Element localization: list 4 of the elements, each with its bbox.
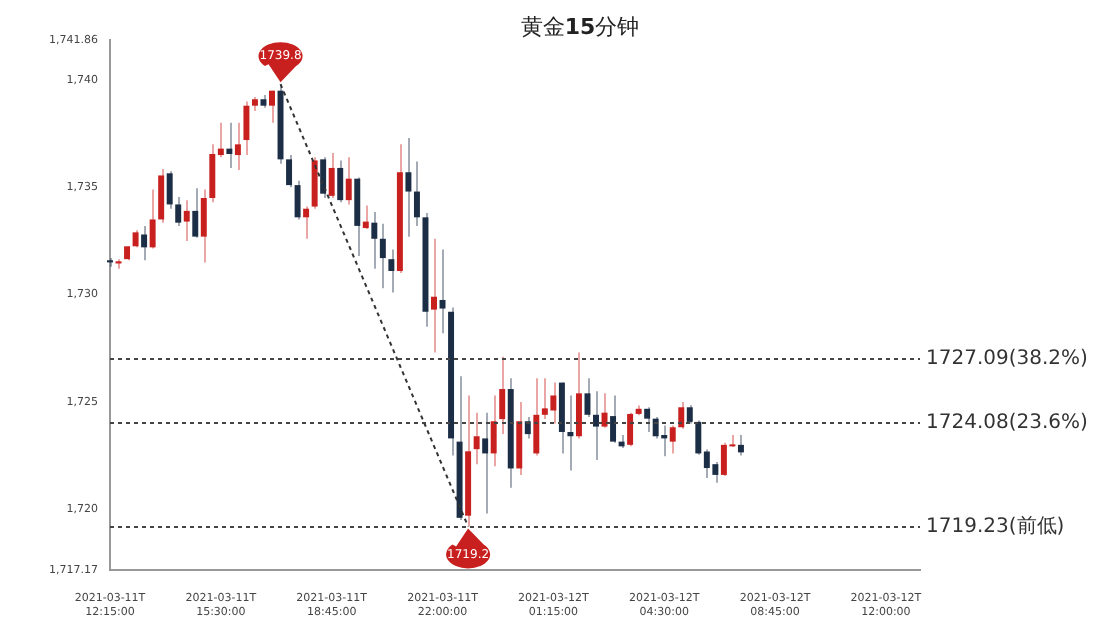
ref-line-label: 1719.23(前低) xyxy=(926,514,1065,539)
chart-title: 黄金15分钟 xyxy=(520,13,640,40)
ref-line-label: 1724.08(23.6%) xyxy=(926,412,1089,435)
ref-line-label: 1727.09(38.2%) xyxy=(926,348,1089,371)
